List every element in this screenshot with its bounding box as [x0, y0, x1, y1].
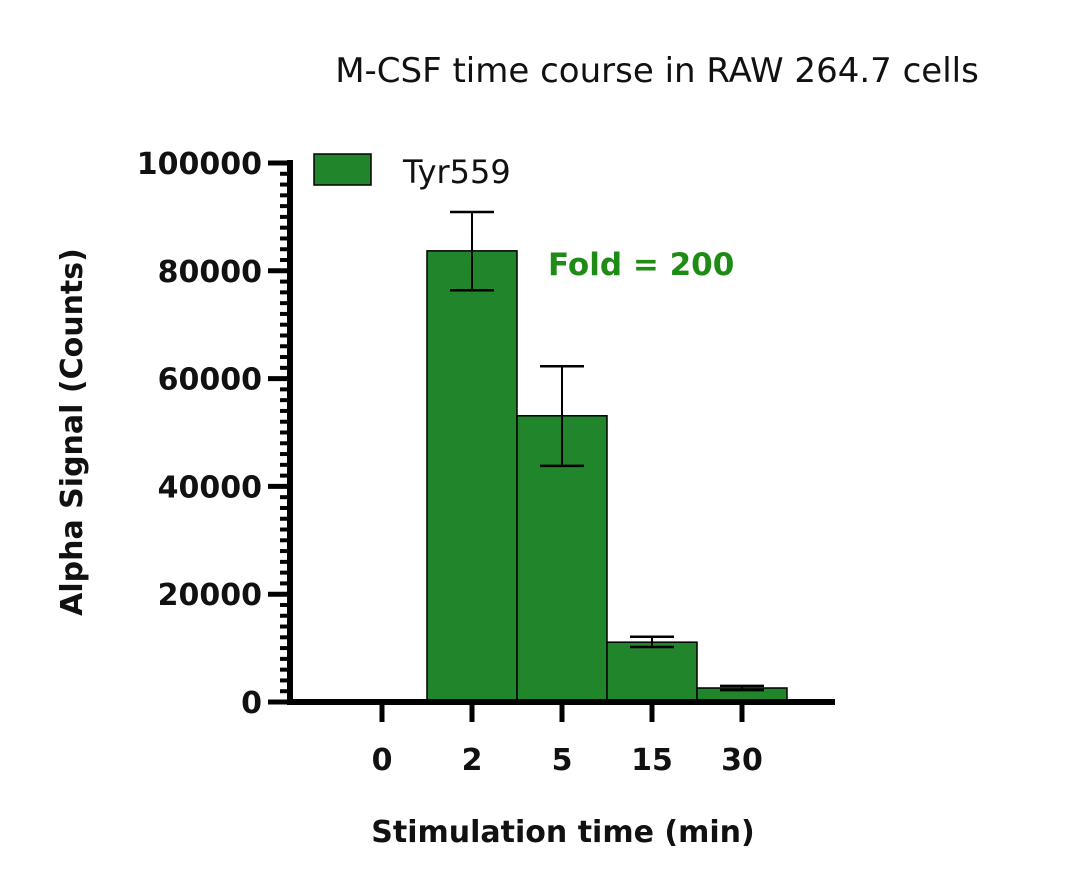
y-tick-label: 0 [241, 686, 262, 721]
legend-swatch [313, 153, 372, 186]
chart-title: M-CSF time course in RAW 264.7 cells [335, 51, 979, 91]
x-tick-label: 2 [462, 743, 483, 778]
y-tick-label: 20000 [158, 578, 262, 613]
fold-annotation: Fold = 200 [548, 247, 734, 283]
legend-label: Tyr559 [402, 153, 511, 191]
bar [606, 641, 698, 703]
x-tick-label: 5 [552, 743, 573, 778]
y-tick-label: 40000 [158, 470, 262, 505]
bar [516, 415, 608, 703]
y-axis-label: Alpha Signal (Counts) [55, 248, 90, 616]
y-tick-label: 100000 [137, 147, 262, 182]
y-tick-label: 60000 [158, 363, 262, 398]
bar [426, 250, 518, 703]
x-tick-label: 0 [372, 743, 393, 778]
x-axis-label: Stimulation time (min) [371, 815, 754, 850]
x-tick-label: 30 [721, 743, 763, 778]
x-tick-label: 15 [631, 743, 673, 778]
y-tick-label: 80000 [158, 255, 262, 290]
